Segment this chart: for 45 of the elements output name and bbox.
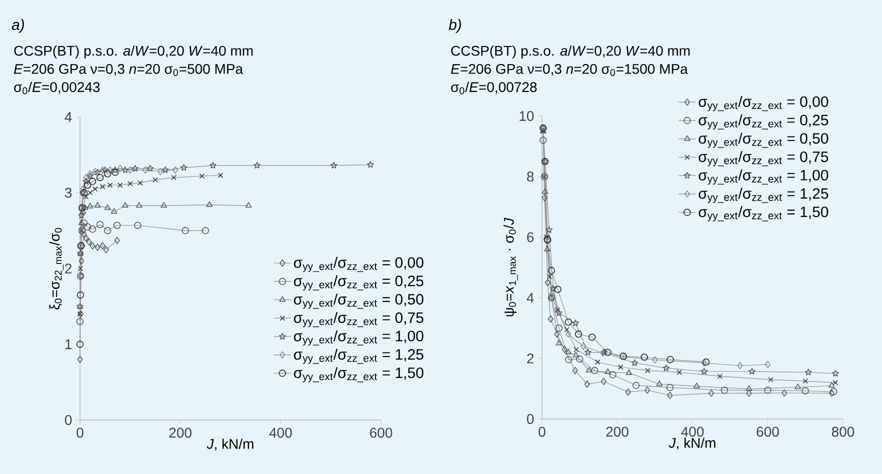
x-tick-label: 600	[370, 428, 392, 438]
x-tick-label: 200	[169, 428, 192, 438]
y-tick-label: 2	[65, 264, 72, 274]
y-tick-label: 0	[64, 415, 72, 425]
text: E=206 GPa ν=0,3 n=20 σ$_{0}$=500 MPa	[14, 64, 244, 76]
y-tick-label: 3	[64, 188, 72, 198]
text: σ$_{0}$/E=0,00243	[14, 82, 100, 94]
x-tick-label: 800	[832, 426, 854, 437]
y-tick-label: 6	[527, 232, 534, 242]
legend-label: σ$_{yy_ext}$/σ$_{zz_ext}$ = 1,50	[294, 367, 424, 382]
chart-subtitle: CCSP(BT) p.s.o. a/W=0,20 W=40 mm	[14, 45, 253, 59]
chart-title: a)	[12, 19, 24, 33]
legend-label: σ$_{yy_ext}$/σ$_{zz_ext}$ = 0,50	[294, 294, 424, 309]
text: σ$_{0}$/E=0,00728	[451, 82, 537, 94]
legend-label: σ$_{yy_ext}$/σ$_{zz_ext}$ = 1,50	[698, 206, 828, 222]
text: E=206 GPa ν=0,3 n=20 σ$_{0}$=1500 MPa	[450, 64, 688, 76]
legend-label: σ$_{yy_ext}$/σ$_{zz_ext}$ = 1,00	[698, 169, 828, 185]
legend-label: σ$_{yy_ext}$/σ$_{zz_ext}$ = 0,75	[698, 151, 828, 166]
legend-label: σ$_{yy_ext}$/σ$_{zz_ext}$ = 0,50	[698, 132, 828, 148]
y-tick-label: 8	[527, 172, 534, 182]
y-tick-label: 1	[65, 339, 72, 350]
y-tick-label: 0	[526, 414, 534, 424]
legend-label: σ$_{yy_ext}$/σ$_{zz_ext}$ = 0,75	[294, 312, 424, 328]
legend-label: σ$_{yy_ext}$/σ$_{zz_ext}$ = 0,00	[294, 256, 424, 272]
legend-label: σ$_{yy_ext}$/σ$_{zz_ext}$ = 0,25	[698, 114, 828, 130]
chart-subtitle: CCSP(BT) p.s.o. a/W=0,20 W=40 mm	[451, 45, 690, 59]
x-axis-title: J, kN/m	[668, 438, 716, 450]
legend-label: σ$_{yy_ext}$/σ$_{zz_ext}$ = 0,25	[294, 275, 424, 290]
legend-label: σ$_{yy_ext}$/σ$_{zz_ext}$ = 1,25	[294, 348, 424, 364]
x-tick-label: 0	[538, 426, 546, 437]
y-tick-label: 4	[526, 292, 534, 303]
legend-label: σ$_{yy_ext}$/σ$_{zz_ext}$ = 1,00	[294, 330, 424, 346]
y-tick-label: 10	[520, 111, 534, 121]
x-axis-title: J, kN/m	[206, 438, 254, 451]
y-axis-title: ξ$_{0}$=σ$_{22_max}$/σ$_{0}$	[49, 228, 64, 310]
x-tick-label: 600	[756, 426, 779, 437]
y-tick-label: 2	[527, 354, 534, 364]
chart-title: b)	[448, 19, 461, 33]
x-tick-label: 400	[681, 426, 704, 437]
x-tick-label: 200	[606, 426, 628, 437]
x-tick-label: 400	[269, 428, 292, 438]
y-tick-label: 4	[64, 112, 72, 122]
x-tick-label: 0	[76, 428, 84, 438]
legend-label: σ$_{yy_ext}$/σ$_{zz_ext}$ = 0,00	[698, 96, 828, 112]
legend-label: σ$_{yy_ext}$/σ$_{zz_ext}$ = 1,25	[698, 188, 828, 204]
